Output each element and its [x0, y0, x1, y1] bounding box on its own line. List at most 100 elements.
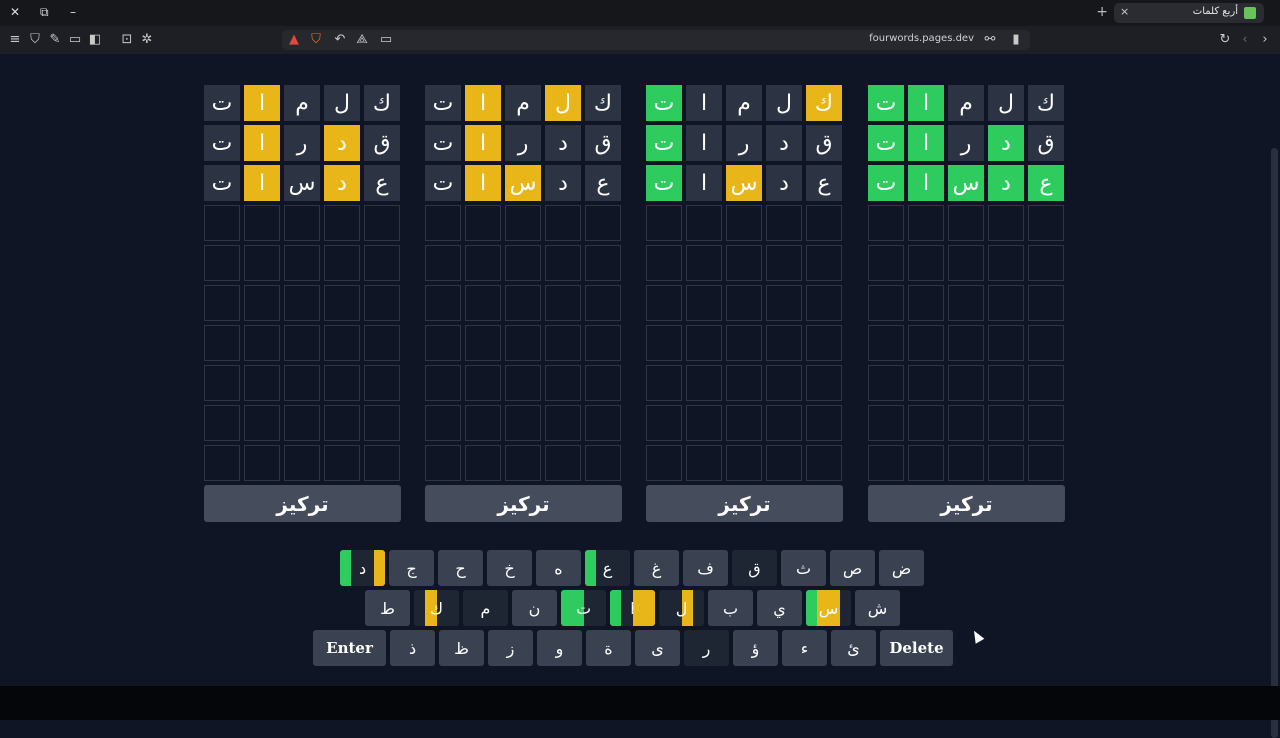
link-icon[interactable]: ⚯ — [984, 32, 996, 47]
tile: ا — [908, 125, 944, 161]
key[interactable]: ق — [732, 550, 777, 586]
key[interactable]: ص — [830, 550, 875, 586]
tile — [868, 245, 904, 281]
tabs-icon[interactable]: ▭ — [68, 32, 82, 47]
tile — [545, 445, 581, 481]
key[interactable]: و — [537, 630, 582, 666]
key[interactable]: ح — [438, 550, 483, 586]
key[interactable]: ن — [512, 590, 557, 626]
tile — [425, 285, 461, 321]
tile — [585, 405, 621, 441]
key[interactable]: ذ — [390, 630, 435, 666]
pin-icon[interactable]: ✎ — [49, 32, 61, 47]
tile: ا — [244, 125, 280, 161]
key[interactable]: ف — [683, 550, 728, 586]
key[interactable]: ت — [561, 590, 606, 626]
tile: ل — [988, 85, 1024, 121]
address-bar[interactable]: ▲ ⛉ ↶ ⟁ ▭ fourwords.pages.dev ⚯ ▮ — [282, 30, 1030, 50]
key[interactable]: س — [806, 590, 851, 626]
key[interactable]: ة — [586, 630, 631, 666]
bookmark-icon[interactable]: ▮ — [1012, 32, 1020, 47]
key[interactable]: ظ — [439, 630, 484, 666]
key[interactable]: ي — [757, 590, 802, 626]
share-icon[interactable]: ↶ — [334, 32, 346, 47]
shield-icon[interactable]: ⛉ — [30, 32, 40, 47]
scrollbar-thumb[interactable] — [1271, 148, 1278, 738]
delete-key[interactable]: Delete — [880, 630, 953, 666]
sidebar-icon[interactable]: ◧ — [88, 32, 102, 47]
brave-shield-icon[interactable]: ⛉ — [311, 32, 321, 47]
key[interactable]: ج — [389, 550, 434, 586]
forward-icon[interactable]: › — [1262, 32, 1268, 47]
new-tab-button[interactable]: + — [1096, 4, 1108, 20]
key[interactable]: ؤ — [733, 630, 778, 666]
tile — [545, 365, 581, 401]
tile: د — [766, 125, 802, 161]
key[interactable]: ط — [365, 590, 410, 626]
tile: ت — [868, 85, 904, 121]
tile — [364, 365, 400, 401]
key[interactable]: ب — [708, 590, 753, 626]
reload-icon[interactable]: ↻ — [1219, 32, 1231, 47]
key[interactable]: ء — [782, 630, 827, 666]
window-close-button[interactable]: ✕ — [10, 5, 21, 19]
enter-key[interactable]: Enter — [313, 630, 386, 666]
window-minimize-button[interactable]: – — [70, 5, 76, 19]
key-label: غ — [651, 558, 662, 578]
window-restore-button[interactable]: ⧉ — [40, 5, 49, 19]
focus-button[interactable]: تركيز — [204, 485, 401, 522]
reader-icon[interactable]: ▭ — [379, 32, 393, 47]
focus-button[interactable]: تركيز — [868, 485, 1065, 522]
key[interactable]: ز — [488, 630, 533, 666]
key[interactable]: ك — [414, 590, 459, 626]
tile — [324, 365, 360, 401]
tile — [806, 325, 842, 361]
translate-icon[interactable]: ⟁ — [356, 32, 368, 47]
tile — [948, 445, 984, 481]
key[interactable]: م — [463, 590, 508, 626]
tile — [868, 325, 904, 361]
warning-icon[interactable]: ▲ — [289, 32, 299, 47]
key-label: ض — [891, 558, 912, 578]
tile — [505, 285, 541, 321]
key[interactable]: ى — [635, 630, 680, 666]
key[interactable]: ش — [855, 590, 900, 626]
focus-button[interactable]: تركيز — [646, 485, 843, 522]
menu-icon[interactable]: ≡ — [9, 32, 21, 47]
tile — [284, 325, 320, 361]
tile — [726, 365, 762, 401]
back-icon[interactable]: ‹ — [1242, 32, 1248, 47]
key[interactable]: ل — [659, 590, 704, 626]
tile — [324, 325, 360, 361]
tile — [988, 205, 1024, 241]
key[interactable]: د — [340, 550, 385, 586]
key[interactable]: ئ — [831, 630, 876, 666]
tab-close-icon[interactable]: × — [1120, 5, 1130, 18]
key[interactable]: غ — [634, 550, 679, 586]
tile — [766, 445, 802, 481]
browser-tab[interactable]: أربع كلمات × — [1114, 3, 1264, 23]
key[interactable]: ع — [585, 550, 630, 586]
capture-icon[interactable]: ⊡ — [121, 32, 133, 47]
tile — [868, 365, 904, 401]
focus-button[interactable]: تركيز — [425, 485, 622, 522]
tile: ق — [806, 125, 842, 161]
key[interactable]: ر — [684, 630, 729, 666]
tile — [545, 245, 581, 281]
scrollbar-track[interactable] — [1268, 54, 1280, 738]
tile: ت — [204, 165, 240, 201]
tile: ك — [364, 85, 400, 121]
key[interactable]: ض — [879, 550, 924, 586]
tile — [545, 285, 581, 321]
key[interactable]: ث — [781, 550, 826, 586]
nav-bar: ≡ ⛉ ✎ ▭ ◧ ⊡ ✲ ↻ ‹ › — [0, 28, 1280, 52]
extensions-icon[interactable]: ✲ — [141, 32, 153, 47]
key-hint — [561, 590, 573, 626]
tile — [505, 325, 541, 361]
key[interactable]: ا — [610, 590, 655, 626]
key[interactable]: خ — [487, 550, 532, 586]
key[interactable]: ه — [536, 550, 581, 586]
tile — [364, 445, 400, 481]
tile — [425, 445, 461, 481]
tile — [244, 325, 280, 361]
